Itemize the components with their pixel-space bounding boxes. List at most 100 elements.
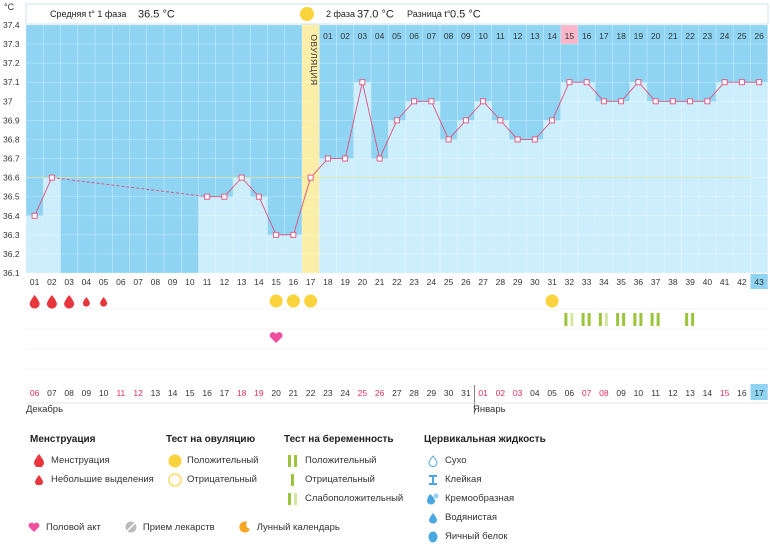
- legend-cervical: Цервикальная жидкость Сухо Клейкая Кремо…: [424, 434, 546, 546]
- temp-line-segment: [344, 82, 363, 159]
- calendar-date-label: 13: [151, 388, 161, 398]
- temp-point: [255, 193, 262, 200]
- y-tick-label: 36.8: [3, 134, 20, 144]
- cycle-day-label: 05: [99, 277, 109, 287]
- pregnancy-negative-icon: [284, 473, 302, 486]
- calendar-date-label: 15: [720, 388, 730, 398]
- ovulation-test-icon: [269, 294, 283, 308]
- legend-ovulation-positive: Положительный: [187, 455, 259, 466]
- temp-point: [756, 79, 763, 86]
- top-day-label: 21: [668, 31, 678, 41]
- today-date-marker: [750, 384, 768, 400]
- ovulation-column: [302, 4, 320, 273]
- diff-value: 0.5 °C: [450, 9, 481, 21]
- temp-point: [48, 174, 55, 181]
- phase2-label: 2 фаза: [326, 9, 355, 19]
- temp-bar: [647, 101, 665, 273]
- temp-point: [324, 155, 331, 162]
- temp-point: [480, 98, 487, 105]
- temp-point: [531, 136, 538, 143]
- top-day-label: 10: [478, 31, 488, 41]
- top-day-label: 17: [599, 31, 609, 41]
- moon-icon: [237, 521, 253, 533]
- light-drop-icon: [30, 474, 48, 485]
- temp-point: [738, 79, 745, 86]
- pregnancy-test-icon: [616, 313, 620, 326]
- pregnancy-test-icon: [639, 313, 643, 326]
- creamy-icon: [424, 493, 442, 505]
- calendar-date-label: 20: [271, 388, 281, 398]
- calendar-date-label: 24: [340, 388, 350, 398]
- legend-medication: Прием лекарств: [142, 521, 215, 533]
- temp-point: [376, 155, 383, 162]
- month-december: Декабрь: [26, 404, 63, 415]
- legend-lunar-calendar: Лунный календарь: [256, 521, 340, 533]
- cycle-day-label: 35: [616, 277, 626, 287]
- today-marker: [750, 274, 768, 289]
- heart-icon: [269, 332, 283, 343]
- y-tick-label: 36.7: [3, 154, 20, 164]
- calendar-date-label: 16: [737, 388, 747, 398]
- temp-point: [359, 79, 366, 86]
- top-day-label: 16: [582, 31, 592, 41]
- temp-point: [497, 117, 504, 124]
- y-tick-label: 36.1: [3, 268, 20, 278]
- calendar-date-label: 28: [409, 388, 419, 398]
- pill-icon: [123, 521, 139, 533]
- diff-label: Разница t°: [407, 9, 451, 19]
- cycle-day-label: 30: [530, 277, 540, 287]
- temp-bar: [698, 101, 716, 273]
- calendar-date-label: 08: [599, 388, 609, 398]
- temp-line-segment: [620, 81, 639, 102]
- cycle-day-label: 01: [30, 277, 40, 287]
- legend-menstruation-title: Менструация: [30, 434, 96, 445]
- cycle-day-label: 17: [306, 277, 316, 287]
- temp-bar: [43, 177, 61, 273]
- temp-line-segment: [465, 101, 484, 121]
- cycle-day-label: 23: [409, 277, 419, 287]
- top-day-label: 25: [737, 31, 747, 41]
- temp-line-segment: [292, 177, 312, 235]
- calendar-date-label: 14: [703, 388, 713, 398]
- temp-bar: [26, 215, 44, 273]
- temp-point: [342, 155, 349, 162]
- temp-bar: [405, 101, 423, 273]
- top-day-label: 18: [616, 31, 626, 41]
- cycle-day-label: 16: [289, 277, 299, 287]
- calendar-date-label: 12: [133, 388, 143, 398]
- cycle-day-label: 33: [582, 277, 592, 287]
- negative-ovulation-icon: [166, 472, 184, 487]
- calendar-date-label: 22: [306, 388, 316, 398]
- y-tick-label: 36.2: [3, 249, 20, 259]
- cycle-day-label: 24: [427, 277, 437, 287]
- temp-line-segment: [707, 81, 725, 102]
- legend-cervical-title: Цервикальная жидкость: [424, 434, 546, 445]
- calendar-date-label: 23: [323, 388, 333, 398]
- cycle-day-label: 42: [737, 277, 747, 287]
- top-day-label: 05: [392, 31, 402, 41]
- temp-bar: [215, 196, 233, 273]
- calendar-date-label: 21: [289, 388, 299, 398]
- temp-point: [583, 79, 590, 86]
- pregnancy-test-icon: [598, 313, 602, 326]
- temp-bar: [440, 139, 458, 273]
- calendar-date-label: 14: [168, 388, 178, 398]
- legend-cervical-dry: Сухо: [445, 455, 467, 466]
- temp-point: [721, 79, 728, 86]
- temp-bar: [422, 101, 440, 273]
- calendar-date-label: 16: [202, 388, 212, 398]
- cycle-day-label: 18: [323, 277, 333, 287]
- temp-line-segment: [586, 81, 605, 102]
- heart-icon: [26, 522, 42, 533]
- calendar-date-label: 01: [478, 388, 488, 398]
- pregnancy-test-icon: [564, 313, 568, 326]
- ovulation-test-icon: [304, 294, 318, 308]
- legend-cervical-watery: Водянистая: [445, 512, 498, 523]
- dry-icon: [424, 454, 442, 467]
- legend-spotting-item: Небольшие выделения: [51, 474, 154, 485]
- legend-pregnancy-positive: Положительный: [305, 455, 377, 466]
- cycle-day-label: 39: [685, 277, 695, 287]
- menstruation-drop-icon: [64, 295, 75, 309]
- calendar-date-label: 15: [185, 388, 195, 398]
